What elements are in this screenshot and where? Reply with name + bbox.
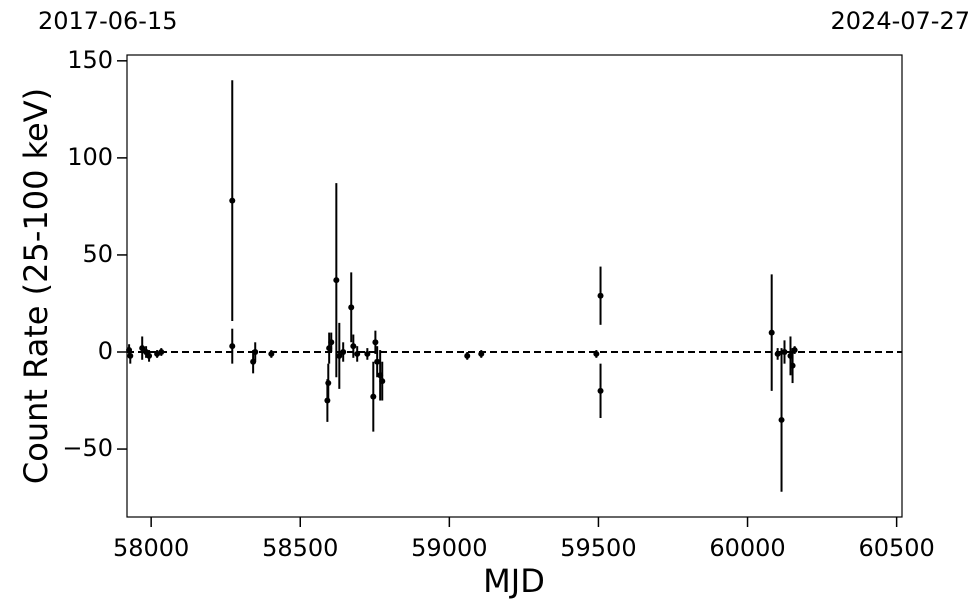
data-point xyxy=(768,329,775,336)
data-point xyxy=(781,349,788,355)
annotation: 2024-07-27 xyxy=(831,7,970,35)
data-point xyxy=(364,350,371,357)
data-point xyxy=(379,378,386,385)
data-point xyxy=(464,352,471,359)
data-point xyxy=(774,350,781,357)
y-tick-label: 50 xyxy=(82,240,113,268)
data-point xyxy=(778,416,785,423)
data-point xyxy=(354,350,361,357)
y-axis-label: Count Rate (25-100 keV) xyxy=(17,88,55,484)
annotation: 2017-06-15 xyxy=(38,7,177,35)
data-point xyxy=(791,347,798,354)
data-point xyxy=(370,393,377,400)
data-point xyxy=(229,197,236,204)
data-point xyxy=(333,277,340,284)
data-point xyxy=(350,343,357,350)
data-point xyxy=(252,349,259,355)
data-point xyxy=(789,362,796,369)
data-point xyxy=(229,343,236,350)
x-tick-label: 60500 xyxy=(858,534,934,562)
data-point xyxy=(139,345,146,352)
data-point xyxy=(336,352,343,359)
y-tick-label: −50 xyxy=(62,434,113,462)
plot-frame xyxy=(126,54,903,518)
data-point xyxy=(593,350,600,357)
x-tick-label: 58000 xyxy=(113,534,189,562)
data-point xyxy=(348,304,355,311)
data-point xyxy=(340,349,347,355)
data-point xyxy=(597,387,604,394)
data-point xyxy=(374,358,381,365)
x-tick-label: 60000 xyxy=(709,534,785,562)
data-point xyxy=(158,349,165,355)
y-tick-label: 0 xyxy=(98,337,113,365)
data-point xyxy=(597,292,604,299)
x-tick-label: 58500 xyxy=(262,534,338,562)
x-axis-label: MJD xyxy=(483,562,545,600)
data-point xyxy=(325,380,332,387)
data-point xyxy=(268,350,275,357)
y-tick-label: 100 xyxy=(67,143,113,171)
x-tick-label: 59000 xyxy=(411,534,487,562)
data-point xyxy=(372,339,379,346)
data-point xyxy=(328,339,335,346)
y-tick-label: 150 xyxy=(67,46,113,74)
data-point xyxy=(127,352,134,359)
data-point xyxy=(478,350,485,357)
x-tick-label: 59500 xyxy=(560,534,636,562)
data-point xyxy=(146,352,153,359)
